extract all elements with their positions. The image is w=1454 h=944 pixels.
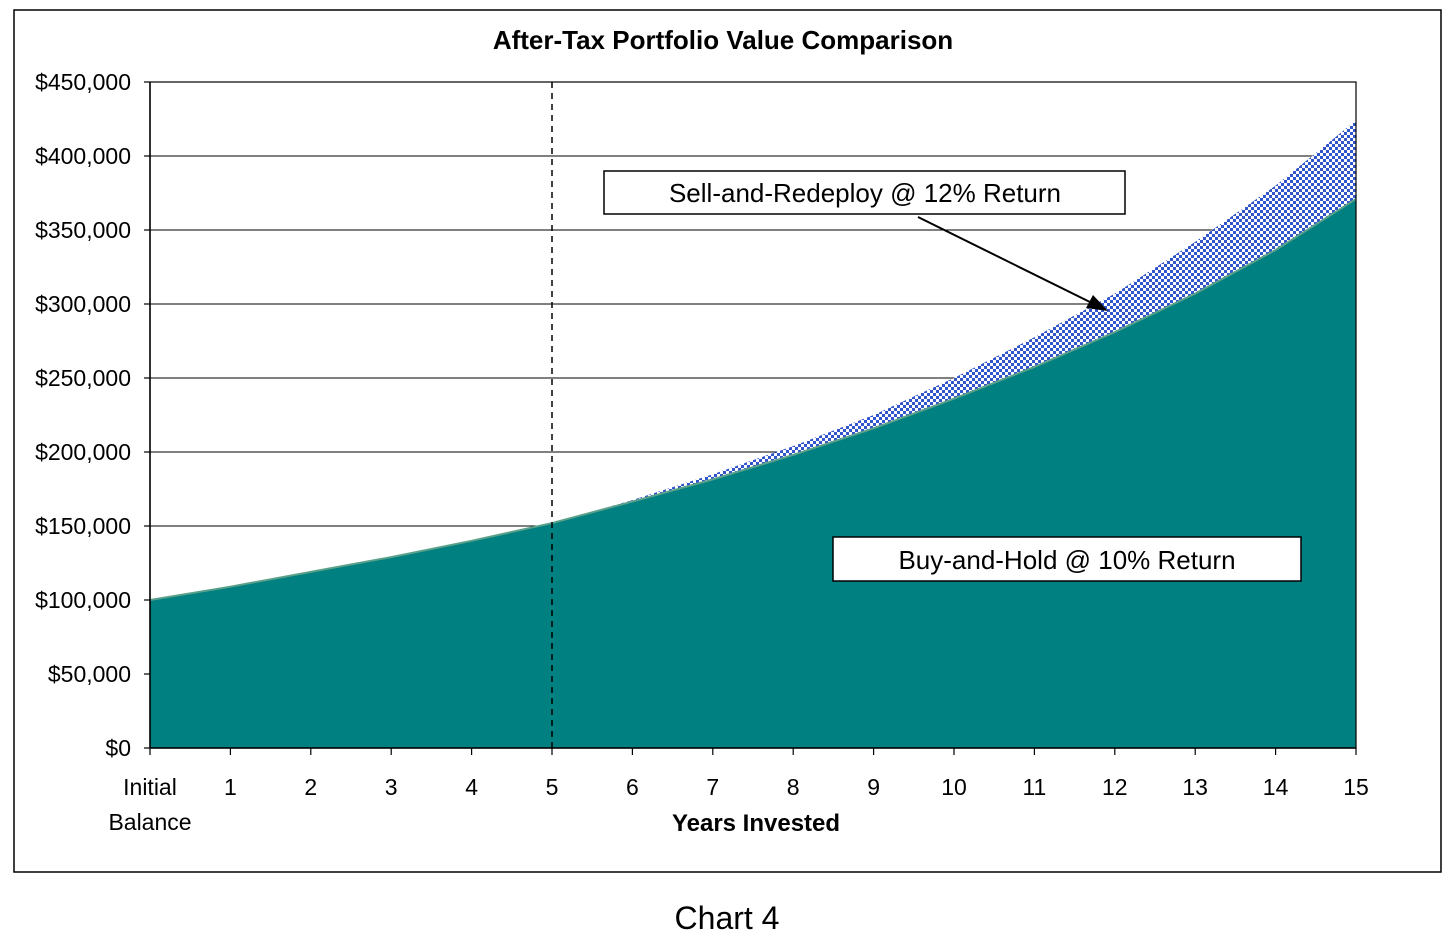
annotation-sell-and-redeploy: Sell-and-Redeploy @ 12% Return (603, 170, 1126, 311)
y-tick-label: $200,000 (35, 439, 131, 465)
x-tick-label: 3 (385, 774, 398, 800)
x-tick-label: 11 (1022, 774, 1046, 800)
y-tick-label: $300,000 (35, 291, 131, 317)
annotation-sell-label: Sell-and-Redeploy @ 12% Return (669, 178, 1061, 208)
x-tick-label: 10 (941, 774, 967, 800)
x-tick-label: 12 (1102, 774, 1128, 800)
x-tick-label: 14 (1263, 774, 1289, 800)
y-tick-label: $50,000 (48, 661, 131, 687)
y-tick-label: $100,000 (35, 587, 131, 613)
y-tick-label: $400,000 (35, 143, 131, 169)
y-tick-label: $350,000 (35, 217, 131, 243)
y-tick-label: $250,000 (35, 365, 131, 391)
x-tick-label: 1 (224, 774, 237, 800)
chart-title: After-Tax Portfolio Value Comparison (493, 25, 953, 55)
x-tick-label: 4 (465, 774, 478, 800)
annotation-buy-and-hold: Buy-and-Hold @ 10% Return (832, 536, 1302, 582)
x-tick-label: 9 (867, 774, 880, 800)
chart-container: After-Tax Portfolio Value Comparison $0 $… (13, 9, 1442, 873)
x-tick-label: 6 (626, 774, 639, 800)
annotation-arrow (917, 216, 1097, 306)
y-tick-label: $150,000 (35, 513, 131, 539)
area-buy-and-hold (150, 198, 1356, 749)
annotation-buy-label: Buy-and-Hold @ 10% Return (898, 545, 1235, 575)
area-chart: After-Tax Portfolio Value Comparison $0$… (13, 9, 1442, 873)
x-tick-label: 7 (706, 774, 719, 800)
x-tick-label: 13 (1182, 774, 1208, 800)
y-tick-labels: $0 $50,000 $100,000 $150,000 $200,000 $250,00… (35, 69, 131, 761)
area-series (149, 120, 1357, 749)
x-tick-label: 5 (546, 774, 559, 800)
axes (144, 81, 1357, 755)
chart-caption: Chart 4 (674, 900, 780, 936)
x-tick-label: Initial (123, 774, 177, 800)
x-tick-label: 15 (1343, 774, 1369, 800)
arrow-head-icon (1086, 295, 1108, 311)
y-tick-label: $0 (105, 735, 131, 761)
x-tick-label: 8 (787, 774, 800, 800)
x-tick-label: 2 (304, 774, 317, 800)
x-tick-label: Balance (108, 809, 191, 835)
x-axis-label: Years Invested (672, 810, 840, 837)
y-tick-label: $450,000 (35, 69, 131, 95)
line-buy-and-hold (149, 198, 1357, 601)
